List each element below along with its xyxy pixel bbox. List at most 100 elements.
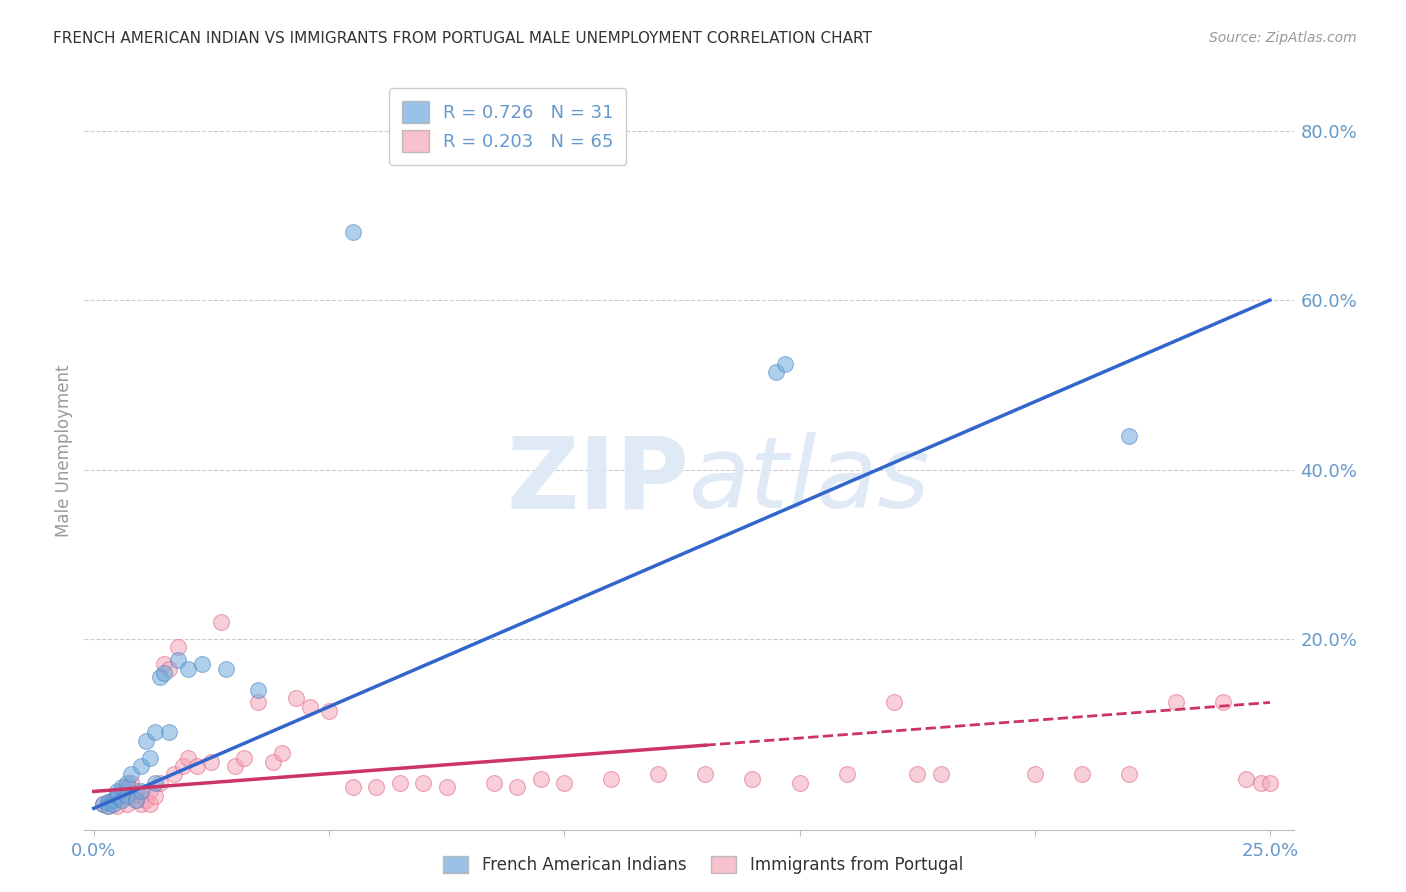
Point [105, 789, 128, 803]
Point [247, 696, 270, 710]
Point [91, 797, 114, 812]
Point [115, 789, 138, 803]
Point [149, 776, 172, 790]
Text: atlas: atlas [689, 433, 931, 529]
Point [115, 797, 138, 812]
Legend: R = 0.726   N = 31, R = 0.203   N = 65: R = 0.726 N = 31, R = 0.203 N = 65 [389, 88, 626, 164]
Point [125, 793, 148, 807]
Point [342, 225, 364, 239]
Text: FRENCH AMERICAN INDIAN VS IMMIGRANTS FROM PORTUGAL MALE UNEMPLOYMENT CORRELATION: FRENCH AMERICAN INDIAN VS IMMIGRANTS FRO… [53, 31, 872, 46]
Point [271, 747, 294, 761]
Point [153, 665, 176, 680]
Point [285, 691, 308, 706]
Point [143, 725, 166, 739]
Point [262, 755, 284, 769]
Point [111, 780, 134, 795]
Point [172, 759, 194, 773]
Point [129, 759, 152, 773]
Point [97, 798, 120, 813]
Point [318, 704, 340, 718]
Point [139, 784, 162, 798]
Point [153, 657, 176, 672]
Point [186, 759, 208, 773]
Point [111, 784, 134, 798]
Point [149, 670, 172, 684]
Point [506, 780, 529, 795]
Point [436, 780, 458, 795]
Point [129, 784, 152, 798]
Point [105, 798, 128, 813]
Text: ZIP: ZIP [506, 433, 689, 529]
Point [553, 776, 575, 790]
Point [299, 699, 322, 714]
Point [101, 793, 124, 807]
Point [120, 789, 142, 803]
Point [1118, 767, 1140, 781]
Point [97, 795, 120, 809]
Point [167, 640, 190, 655]
Point [835, 767, 858, 781]
Point [482, 776, 505, 790]
Point [412, 776, 434, 790]
Point [209, 615, 232, 629]
Point [177, 662, 200, 676]
Point [388, 776, 411, 790]
Y-axis label: Male Unemployment: Male Unemployment [55, 364, 73, 537]
Point [139, 750, 162, 764]
Point [191, 657, 214, 672]
Point [115, 776, 138, 790]
Point [143, 776, 166, 790]
Point [647, 767, 669, 781]
Point [342, 780, 364, 795]
Point [157, 725, 180, 739]
Point [364, 780, 387, 795]
Point [115, 780, 138, 795]
Point [233, 750, 256, 764]
Point [247, 682, 270, 697]
Point [200, 755, 222, 769]
Point [125, 784, 148, 798]
Point [883, 696, 905, 710]
Point [105, 789, 128, 803]
Point [111, 791, 134, 805]
Point [97, 798, 120, 813]
Point [167, 653, 190, 667]
Point [129, 789, 152, 803]
Point [765, 365, 787, 379]
Point [1212, 696, 1234, 710]
Point [177, 750, 200, 764]
Point [101, 793, 124, 807]
Point [741, 772, 763, 786]
Point [1070, 767, 1092, 781]
Legend: French American Indians, Immigrants from Portugal: French American Indians, Immigrants from… [439, 851, 967, 880]
Point [111, 793, 134, 807]
Point [139, 797, 162, 812]
Point [135, 793, 157, 807]
Point [91, 797, 114, 812]
Point [1118, 428, 1140, 442]
Point [789, 776, 811, 790]
Point [120, 776, 142, 790]
Point [101, 797, 124, 812]
Point [1024, 767, 1046, 781]
Point [214, 662, 236, 676]
Point [600, 772, 623, 786]
Point [695, 767, 717, 781]
Point [1164, 696, 1187, 710]
Point [120, 767, 142, 781]
Point [163, 767, 186, 781]
Point [157, 662, 180, 676]
Point [97, 795, 120, 809]
Point [775, 357, 797, 371]
Point [1250, 776, 1272, 790]
Point [105, 784, 128, 798]
Point [125, 793, 148, 807]
Point [101, 797, 124, 812]
Point [530, 772, 553, 786]
Text: Source: ZipAtlas.com: Source: ZipAtlas.com [1209, 31, 1357, 45]
Point [1258, 776, 1281, 790]
Point [1236, 772, 1258, 786]
Point [224, 759, 246, 773]
Point [143, 789, 166, 803]
Point [929, 767, 952, 781]
